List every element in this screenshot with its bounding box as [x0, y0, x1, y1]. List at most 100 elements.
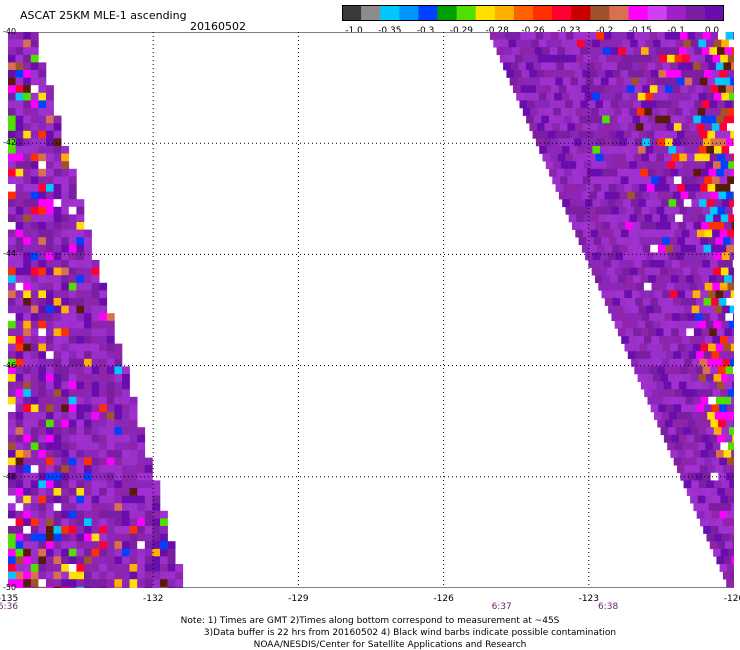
swath-cell — [8, 503, 16, 512]
swath-cell — [61, 579, 70, 588]
swath-cell — [679, 260, 688, 268]
swath-cell — [76, 465, 85, 474]
swath-cell — [719, 123, 728, 132]
swath-cell — [685, 115, 694, 124]
swath-cell — [122, 564, 130, 572]
swath-cell — [731, 222, 734, 230]
swath-cell — [576, 39, 585, 48]
swath-cell — [30, 526, 39, 534]
swath-cell — [114, 510, 123, 519]
swath-cell — [15, 579, 24, 588]
swath-cell — [728, 267, 734, 276]
swath-cell — [631, 290, 640, 299]
swath-cell — [68, 313, 77, 322]
swath-cell — [731, 275, 734, 284]
swath-cell — [639, 343, 648, 352]
swath-cell — [23, 556, 32, 565]
swath-cell — [68, 533, 77, 542]
swath-cell — [76, 267, 85, 276]
swath-cell — [671, 153, 680, 162]
swath-cell — [8, 564, 16, 572]
swath-cell — [685, 450, 694, 458]
swath-cell — [653, 305, 662, 314]
swath-cell — [38, 123, 47, 132]
swath-cell — [676, 358, 685, 367]
swath-cell — [68, 396, 77, 405]
time-label: 6:38 — [598, 602, 619, 612]
swath-cell — [658, 70, 667, 78]
swath-cell — [106, 374, 115, 382]
swath-cell — [46, 320, 54, 329]
swath-cell — [23, 54, 32, 63]
swath-cell — [705, 267, 714, 276]
swath-cell — [668, 39, 676, 48]
swath-cell — [597, 244, 605, 253]
swath-cell — [114, 450, 123, 458]
swath-cell — [514, 70, 522, 78]
swath-cell — [15, 541, 24, 550]
swath-cell — [729, 586, 734, 588]
swath-cell — [15, 533, 24, 542]
swath-cell — [38, 199, 47, 208]
swath-cell — [663, 168, 671, 177]
swath-cell — [678, 222, 687, 230]
swath-cell — [99, 351, 108, 360]
swath-cell — [38, 275, 47, 284]
swath-cell — [559, 123, 568, 132]
swath-cell — [675, 427, 684, 436]
swath-cell — [61, 267, 70, 276]
swath-cell — [592, 39, 600, 48]
swath-cell — [682, 54, 691, 63]
swath-cell — [68, 305, 77, 314]
swath-cell — [152, 571, 161, 580]
swath-cell — [729, 252, 734, 261]
swath-cell — [606, 54, 615, 63]
swath-cell — [30, 358, 39, 367]
swath-cell — [695, 138, 704, 147]
swath-cell — [731, 396, 734, 405]
swath-cell — [565, 100, 573, 109]
swath-cell — [23, 191, 32, 200]
swath-cell — [660, 39, 669, 48]
swath-cell — [23, 358, 32, 367]
swath-cell — [84, 579, 92, 588]
swath-cell — [38, 412, 47, 420]
swath-cell — [631, 77, 640, 86]
swath-cell — [716, 222, 725, 230]
swath-cell — [598, 54, 607, 63]
swath-cell — [152, 503, 161, 512]
swath-cell — [76, 488, 85, 496]
swath-cell — [700, 237, 709, 246]
swath-cell — [650, 244, 659, 253]
swath-cell — [631, 130, 640, 139]
swath-cell — [732, 260, 734, 268]
swath-cell — [84, 541, 92, 550]
swath-cell — [720, 548, 729, 557]
swath-cell — [91, 358, 100, 367]
swath-cell — [671, 100, 680, 109]
swath-cell — [607, 39, 616, 48]
swath-cell — [621, 214, 630, 223]
swath-cell — [84, 396, 92, 405]
swath-cell — [23, 586, 32, 588]
swath-cell — [61, 586, 70, 588]
swath-cell — [15, 92, 24, 101]
swath-cell — [709, 541, 718, 550]
swath-cell — [692, 184, 701, 192]
swath-cell — [122, 510, 130, 519]
swath-cell — [84, 548, 92, 557]
swath-cell — [671, 328, 679, 337]
swath-cell — [662, 184, 670, 192]
swath-cell — [630, 39, 638, 48]
swath-cell — [578, 130, 587, 139]
swath-cell — [99, 320, 108, 329]
swath-cell — [144, 480, 153, 489]
swath-cell — [8, 290, 16, 299]
swath-cell — [30, 412, 39, 420]
swath-cell — [701, 47, 710, 56]
swath-cell — [122, 526, 130, 534]
swath-cell — [705, 495, 714, 504]
swath-cell — [664, 419, 673, 428]
swath-cell — [30, 115, 39, 124]
swath-cell — [38, 168, 47, 177]
